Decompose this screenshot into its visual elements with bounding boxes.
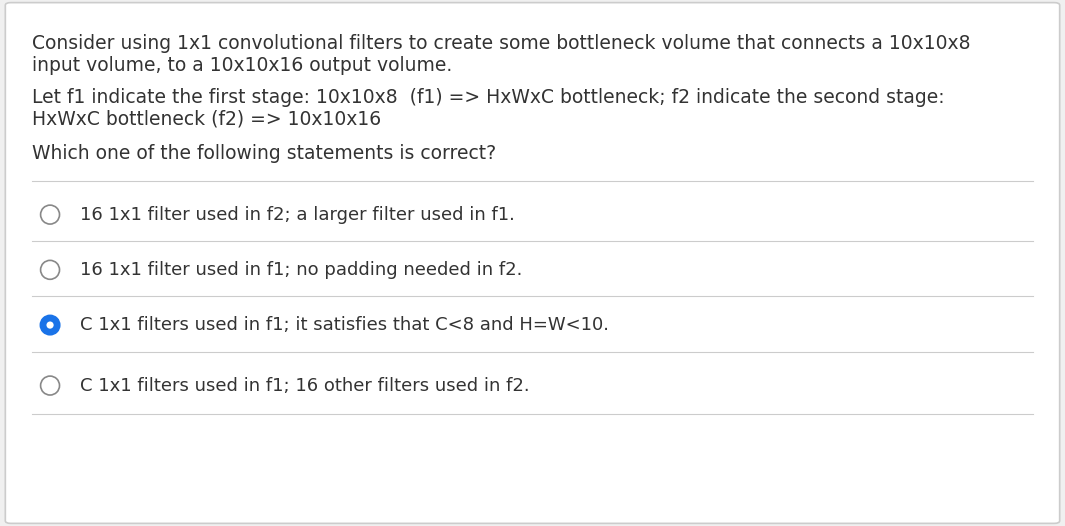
Text: 16 1x1 filter used in f2; a larger filter used in f1.: 16 1x1 filter used in f2; a larger filte… — [80, 206, 514, 224]
Ellipse shape — [47, 321, 53, 329]
Text: input volume, to a 10x10x16 output volume.: input volume, to a 10x10x16 output volum… — [32, 56, 453, 75]
Text: Which one of the following statements is correct?: Which one of the following statements is… — [32, 144, 496, 163]
Ellipse shape — [40, 376, 60, 395]
Text: C 1x1 filters used in f1; it satisfies that C<8 and H=W<10.: C 1x1 filters used in f1; it satisfies t… — [80, 316, 609, 334]
Text: Consider using 1x1 convolutional filters to create some bottleneck volume that c: Consider using 1x1 convolutional filters… — [32, 34, 970, 53]
Text: C 1x1 filters used in f1; 16 other filters used in f2.: C 1x1 filters used in f1; 16 other filte… — [80, 377, 529, 394]
Text: HxWxC bottleneck (f2) => 10x10x16: HxWxC bottleneck (f2) => 10x10x16 — [32, 110, 381, 129]
Ellipse shape — [40, 316, 60, 335]
Text: 16 1x1 filter used in f1; no padding needed in f2.: 16 1x1 filter used in f1; no padding nee… — [80, 261, 522, 279]
Ellipse shape — [40, 260, 60, 279]
Text: Let f1 indicate the first stage: 10x10x8  (f1) => HxWxC bottleneck; f2 indicate : Let f1 indicate the first stage: 10x10x8… — [32, 88, 945, 107]
Ellipse shape — [40, 205, 60, 224]
FancyBboxPatch shape — [5, 3, 1060, 523]
